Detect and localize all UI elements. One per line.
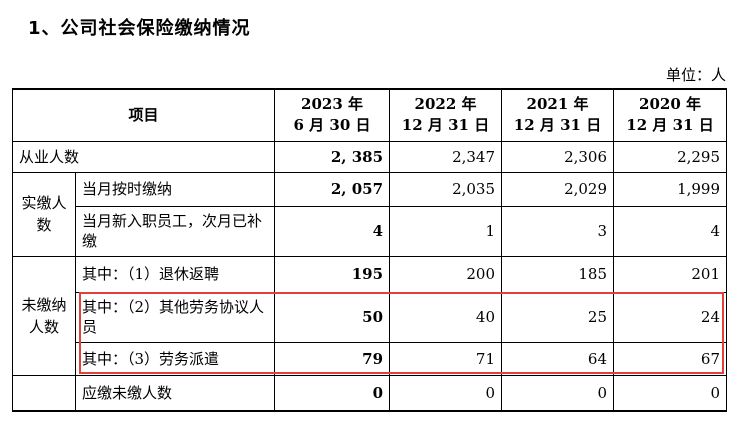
cell-2023: 50	[274, 291, 391, 343]
cell-2022: 40	[389, 291, 503, 343]
cell-2020: 1,999	[613, 171, 728, 207]
table-row: 未缴纳人数 其中：（1）退休返聘 195 200 185 201	[12, 255, 728, 376]
empty-cell	[12, 374, 76, 412]
row-label: 其中：（3）劳务派遣	[74, 341, 276, 376]
cell-2021: 2,306	[501, 140, 615, 173]
cell-2021: 3	[501, 205, 615, 257]
header-2021: 2021 年 12 月 31 日	[501, 88, 615, 142]
cell-2023: 2, 385	[274, 140, 391, 173]
header-2023: 2023 年 6 月 30 日	[274, 88, 391, 142]
header-item: 项目	[11, 88, 276, 142]
cell-2022: 2,347	[389, 140, 503, 173]
cell-2021: 64	[501, 341, 615, 376]
header-2023-date: 6 月 30 日	[293, 116, 371, 135]
header-2023-year: 2023 年	[301, 95, 363, 114]
cell-2022: 0	[389, 374, 503, 412]
cell-2023: 195	[274, 255, 391, 293]
cell-2021: 0	[501, 374, 615, 412]
table-row: 其中：（2）其他劳务协议人员 50 40 25 24	[13, 291, 728, 343]
header-2020: 2020 年 12 月 31 日	[613, 88, 728, 142]
cell-2022: 200	[389, 255, 503, 293]
group-label-paid: 实缴人数	[12, 171, 76, 257]
cell-2021: 2,029	[501, 171, 615, 207]
cell-2020: 24	[613, 291, 728, 343]
header-2022-year: 2022 年	[414, 95, 477, 114]
cell-2020: 201	[613, 255, 728, 293]
cell-2020: 2,295	[613, 140, 728, 173]
social-insurance-table: 项目 2023 年 6 月 30 日 2022 年 12 月 31 日 2021…	[11, 88, 728, 412]
row-label: 当月新入职员工，次月已补缴	[74, 205, 276, 257]
cell-2023: 0	[274, 374, 391, 412]
row-label: 当月按时缴纳	[74, 171, 276, 207]
header-2020-year: 2020 年	[639, 95, 701, 114]
row-label: 应缴未缴人数	[74, 374, 276, 412]
row-label: 从业人数	[11, 140, 276, 173]
unit-label: 单位：人	[665, 66, 726, 84]
header-2020-date: 12 月 31 日	[626, 116, 714, 135]
cell-2022: 71	[389, 341, 503, 376]
cell-2020: 0	[613, 374, 728, 412]
header-2022: 2022 年 12 月 31 日	[389, 88, 503, 142]
section-heading: 1、公司社会保险缴纳情况	[28, 18, 251, 39]
cell-2022: 2,035	[389, 171, 503, 207]
cell-2022: 1	[389, 205, 503, 257]
table-row: 当月新入职员工，次月已补缴 4 1 3 4	[13, 205, 728, 257]
cell-2023: 2, 057	[274, 171, 391, 207]
header-2021-date: 12 月 31 日	[513, 116, 602, 135]
table-header-row: 项目 2023 年 6 月 30 日 2022 年 12 月 31 日 2021…	[11, 88, 728, 142]
header-2021-year: 2021 年	[526, 95, 589, 114]
cell-2020: 67	[613, 341, 728, 376]
table-row: 实缴人数 当月按时缴纳 2, 057 2,035 2,029 1,999	[12, 171, 728, 257]
cell-2021: 185	[501, 255, 615, 293]
group-label-unpaid: 未缴纳人数	[12, 255, 76, 376]
row-label: 其中：（2）其他劳务协议人员	[74, 291, 276, 343]
cell-2021: 25	[501, 291, 615, 343]
row-label: 其中：（1）退休返聘	[74, 255, 276, 293]
table-row: 应缴未缴人数 0 0 0 0	[12, 374, 728, 412]
table-row: 从业人数 2, 385 2,347 2,306 2,295	[11, 140, 728, 173]
table-row: 其中：（3）劳务派遣 79 71 64 67	[13, 341, 728, 376]
header-2022-date: 12 月 31 日	[401, 116, 490, 135]
cell-2020: 4	[613, 205, 728, 257]
cell-2023: 4	[274, 205, 391, 257]
cell-2023: 79	[274, 341, 391, 376]
